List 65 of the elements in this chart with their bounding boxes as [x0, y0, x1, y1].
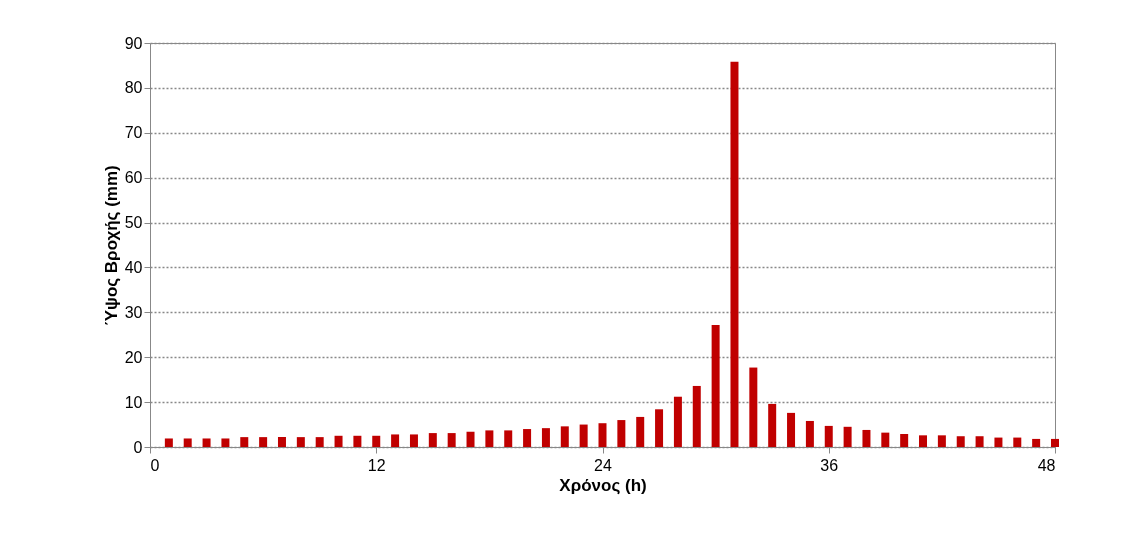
bar	[183, 438, 192, 447]
bar	[655, 409, 664, 447]
bar	[824, 425, 833, 447]
bar	[447, 433, 456, 447]
bar	[636, 416, 645, 447]
bar	[730, 61, 739, 447]
bar	[353, 435, 362, 447]
bar	[240, 437, 249, 447]
y-tick-label: 40	[124, 258, 143, 276]
bar	[994, 437, 1003, 447]
x-tick-label: 24	[594, 456, 612, 474]
bar	[711, 324, 720, 447]
bar	[202, 438, 211, 447]
bar	[277, 437, 286, 447]
x-tick-label: 0	[150, 456, 160, 474]
y-axis-title: Ύψος Βροχής (mm)	[101, 165, 121, 326]
bar	[692, 385, 701, 447]
bar	[334, 435, 343, 447]
y-tick-label: 20	[124, 348, 143, 366]
bar	[466, 431, 475, 447]
bar	[673, 396, 682, 447]
x-tick-label: 12	[367, 456, 386, 474]
bar	[900, 433, 909, 447]
bar	[975, 436, 984, 447]
bar	[579, 424, 588, 447]
y-tick-label: 60	[124, 169, 143, 187]
x-axis-title: Χρόνος (h)	[559, 475, 647, 495]
bar	[805, 420, 814, 447]
bar	[259, 437, 268, 447]
bar	[409, 434, 418, 447]
y-tick-label: 90	[124, 34, 143, 52]
bar	[560, 426, 569, 447]
x-tick-label: 48	[1037, 456, 1056, 474]
bar	[1032, 438, 1041, 447]
y-tick-label: 70	[124, 124, 143, 142]
y-tick-label: 50	[124, 214, 143, 232]
bar	[1013, 437, 1022, 447]
bar	[862, 429, 871, 447]
bar	[428, 433, 437, 447]
bar	[541, 428, 550, 447]
bar	[221, 438, 230, 447]
x-tick-label: 36	[820, 456, 839, 474]
bar	[315, 437, 324, 447]
bar	[164, 438, 173, 447]
y-tick-label: 80	[124, 79, 143, 97]
bar	[1051, 438, 1059, 447]
bar	[768, 403, 777, 447]
bar	[372, 435, 381, 447]
bar	[937, 435, 946, 447]
bar	[523, 429, 532, 447]
bar	[598, 423, 607, 447]
bar	[881, 432, 890, 447]
bar	[391, 434, 400, 447]
bar	[617, 420, 626, 447]
y-tick-label: 10	[124, 393, 143, 411]
bar	[504, 430, 513, 447]
bar	[956, 436, 965, 447]
y-tick-label: 0	[133, 438, 143, 456]
bar	[787, 412, 796, 447]
bar	[296, 437, 305, 447]
bar	[919, 435, 928, 447]
bar	[749, 367, 758, 447]
bar	[485, 430, 494, 447]
y-tick-label: 30	[124, 303, 143, 321]
bar	[843, 426, 852, 447]
